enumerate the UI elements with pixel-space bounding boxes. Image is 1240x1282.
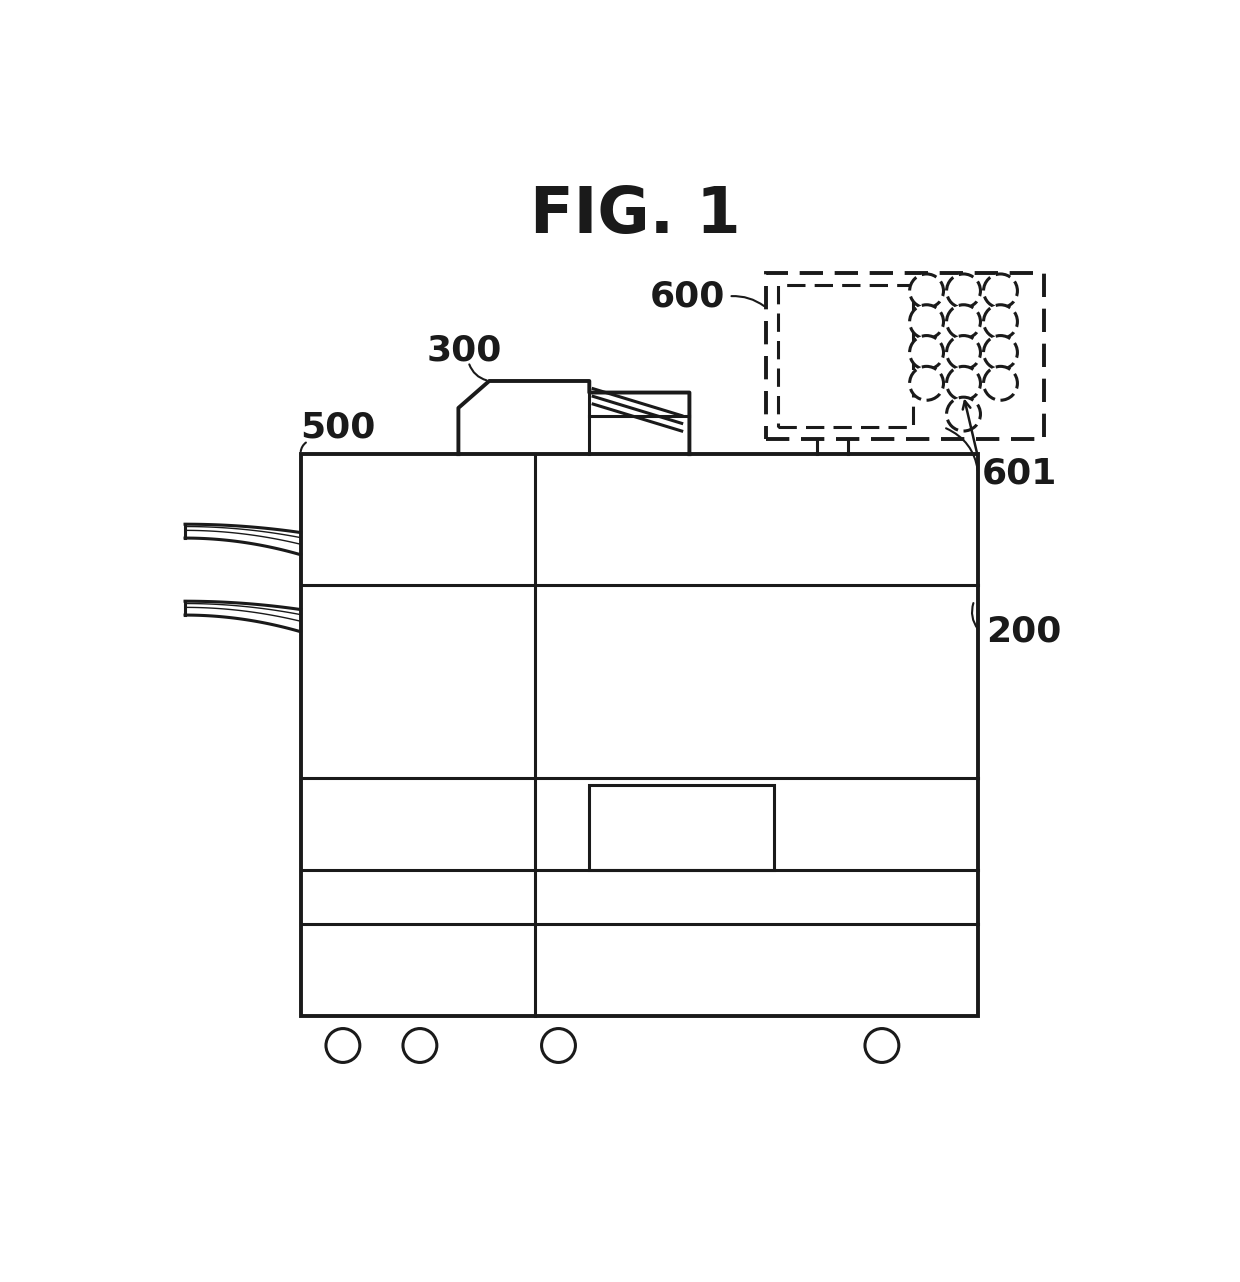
Circle shape [946,336,981,369]
Text: 500: 500 [300,410,376,444]
Circle shape [910,367,944,400]
Text: 601: 601 [982,456,1058,491]
Circle shape [866,1028,899,1063]
Circle shape [983,274,1017,308]
Circle shape [542,1028,575,1063]
Text: 300: 300 [427,333,502,367]
Circle shape [910,305,944,338]
Bar [589,786,774,870]
Bar [777,285,913,427]
Circle shape [983,336,1017,369]
Text: 600: 600 [650,279,725,313]
Circle shape [946,397,981,431]
Circle shape [946,305,981,338]
Circle shape [946,367,981,400]
Circle shape [983,305,1017,338]
Circle shape [910,336,944,369]
Circle shape [326,1028,360,1063]
Circle shape [403,1028,436,1063]
Bar [766,273,1044,438]
Circle shape [946,274,981,308]
Bar [300,454,978,1017]
Text: FIG. 1: FIG. 1 [531,185,740,246]
Text: 200: 200 [986,614,1061,649]
Circle shape [910,274,944,308]
Circle shape [983,367,1017,400]
